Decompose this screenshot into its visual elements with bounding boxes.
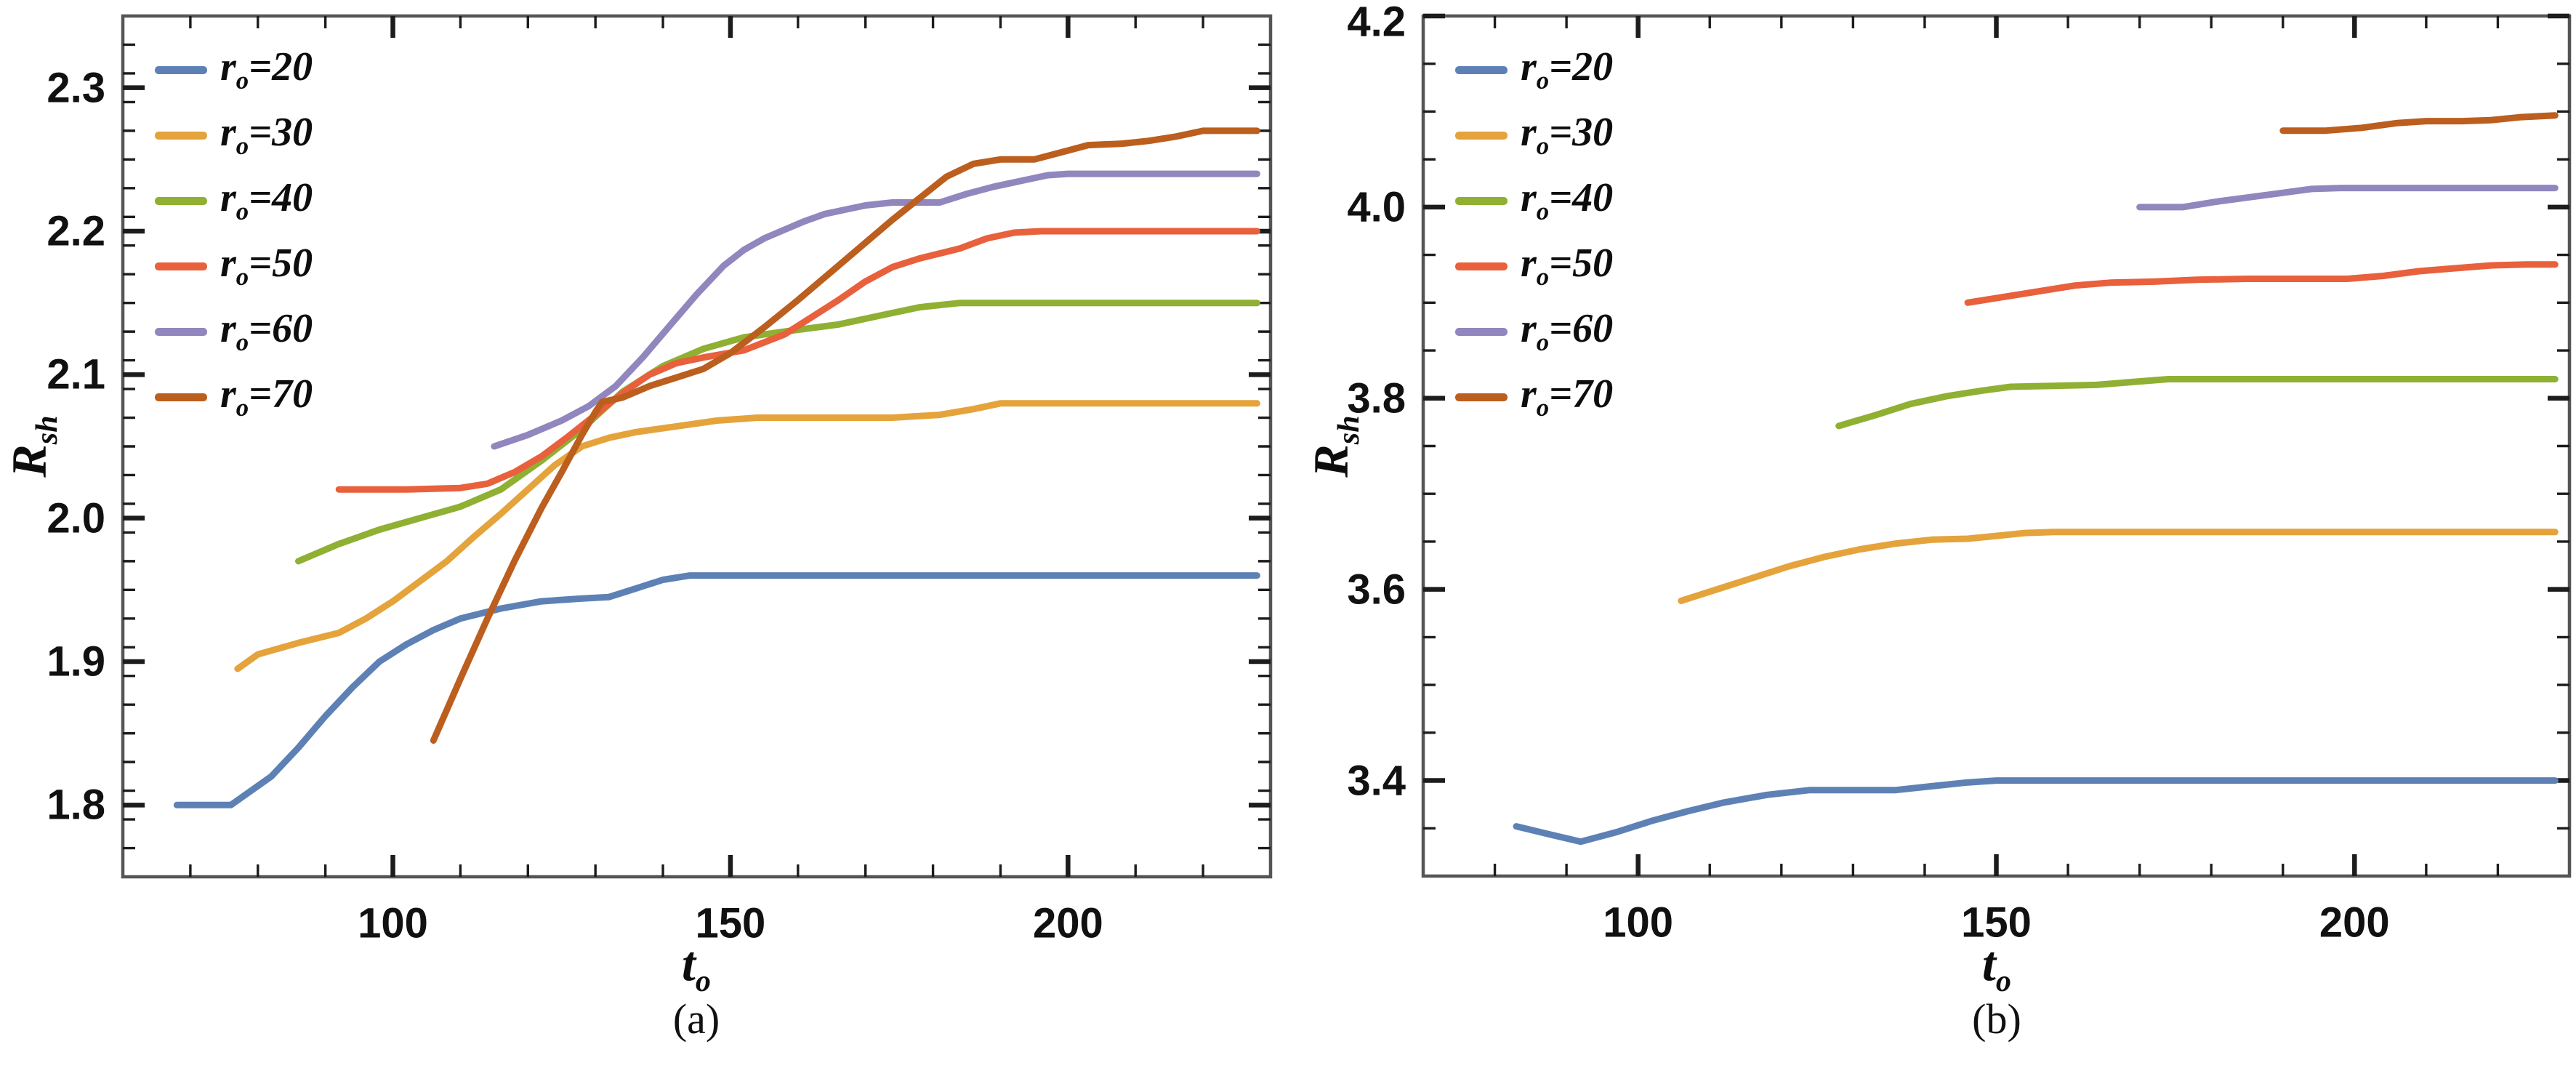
y-tick-label-b: 4.0 [1347,183,1406,231]
legend-item-a-r_o=30: ro=30 [155,110,313,161]
series-a-r_o=30 [234,400,1260,672]
x-axis-label-b: to [1982,936,2011,998]
legend-swatch-r_o=20 [155,65,207,74]
x-axis-label-a: to [682,936,711,998]
x-tick-label-b: 150 [1961,899,2032,947]
y-tick-label-b: 3.6 [1347,566,1406,614]
legend-swatch-r_o=70 [155,393,207,401]
series-b-r_o=70 [2279,112,2559,134]
y-tick-label-b: 3.8 [1347,374,1406,422]
legend-label-r_o=30: ro=30 [220,110,313,161]
series-b-r_o=60 [2136,185,2559,211]
legend-label-r_o=70: ro=70 [220,372,313,422]
legend-item-a-r_o=60: ro=60 [155,306,313,357]
series-a-r_o=40 [295,300,1260,565]
x-tick-label-a: 100 [358,899,428,947]
legend-label-r_o=50: ro=50 [1521,241,1614,292]
legend-label-r_o=20: ro=20 [220,44,313,95]
y-tick-label-a: 2.3 [47,64,105,112]
legend-label-r_o=40: ro=40 [220,175,313,226]
x-tick-label-b: 100 [1603,899,1674,947]
legend-label-r_o=40: ro=40 [1521,175,1614,226]
series-a-r_o=60 [491,170,1260,450]
y-tick-label-b: 4.2 [1347,0,1406,46]
legend-label-r_o=70: ro=70 [1521,372,1614,422]
y-axis-label-b: Rsh [1303,415,1366,478]
legend-swatch-r_o=40 [1455,196,1508,205]
legend-item-a-r_o=40: ro=40 [155,175,313,226]
legend-item-b-r_o=60: ro=60 [1455,306,1614,357]
legend-item-a-r_o=50: ro=50 [155,241,313,292]
y-tick-label-a: 1.9 [47,638,105,686]
legend-swatch-r_o=70 [1455,393,1508,401]
x-tick-label-b: 200 [2319,899,2390,947]
legend-item-b-r_o=70: ro=70 [1455,372,1614,422]
series-a-r_o=20 [173,572,1260,808]
legend-label-r_o=30: ro=30 [1521,110,1614,161]
series-b-r_o=50 [1964,261,2559,306]
x-tick-label-a: 200 [1032,899,1103,947]
legend-item-a-r_o=70: ro=70 [155,372,313,422]
legend-label-r_o=50: ro=50 [220,241,313,292]
legend-swatch-r_o=40 [155,196,207,205]
series-a-r_o=50 [335,228,1260,493]
legend-label-r_o=60: ro=60 [1521,306,1614,357]
legend-swatch-r_o=30 [1455,131,1508,140]
legend-swatch-r_o=30 [155,131,207,140]
series-b-r_o=20 [1513,777,2559,846]
legend-item-b-r_o=40: ro=40 [1455,175,1614,226]
legend-item-a-r_o=20: ro=20 [155,44,313,95]
legend-label-r_o=60: ro=60 [220,306,313,357]
legend-label-r_o=20: ro=20 [1521,44,1614,95]
y-tick-label-a: 2.1 [47,350,105,398]
legend-item-b-r_o=50: ro=50 [1455,241,1614,292]
caption-panel-b: (b) [1972,995,2021,1043]
x-tick-label-a: 150 [695,899,766,947]
series-b-r_o=30 [1678,529,2559,604]
legend-swatch-r_o=50 [155,262,207,270]
caption-panel-a: (a) [672,995,720,1043]
y-axis-label-a: Rsh [1,415,64,478]
y-tick-label-a: 1.8 [47,781,105,829]
series-a-r_o=70 [430,127,1260,744]
y-tick-label-b: 3.4 [1347,757,1406,805]
y-tick-label-a: 2.2 [47,207,105,255]
legend-swatch-r_o=20 [1455,65,1508,74]
series-b-r_o=40 [1835,376,2559,430]
legend-swatch-r_o=60 [1455,327,1508,336]
legend-swatch-r_o=50 [1455,262,1508,270]
legend-item-b-r_o=20: ro=20 [1455,44,1614,95]
legend-swatch-r_o=60 [155,327,207,336]
legend-item-b-r_o=30: ro=30 [1455,110,1614,161]
y-tick-label-a: 2.0 [47,494,105,542]
